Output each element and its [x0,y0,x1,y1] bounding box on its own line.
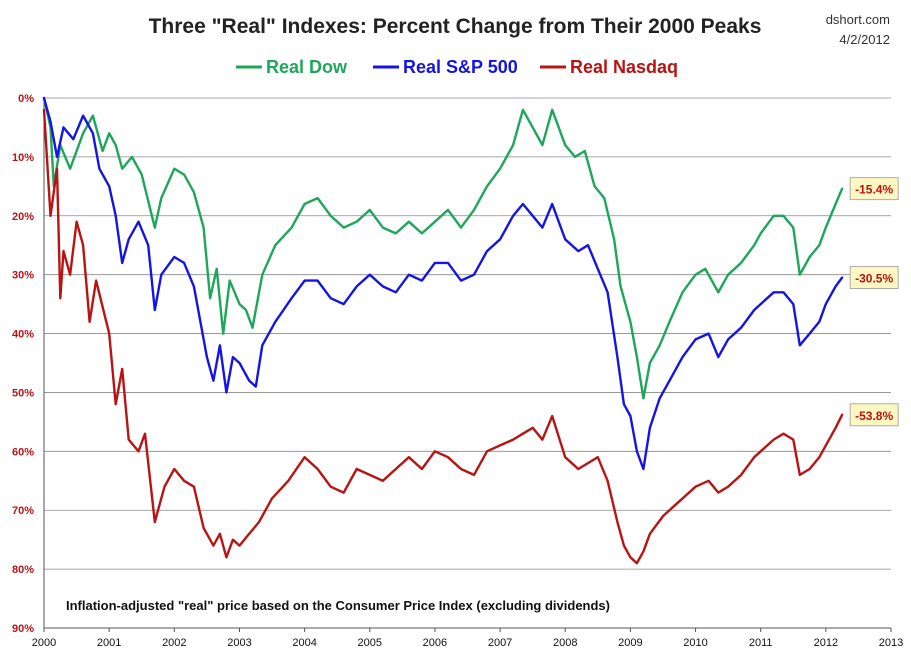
y-tick-label: 30% [12,270,34,282]
series-line-real-s-p-500 [42,96,844,471]
series-group [42,96,844,565]
end-label-text: -30.5% [855,272,893,286]
end-label-text: -15.4% [855,183,893,197]
y-tick-label: 40% [12,329,34,341]
x-tick-label: 2000 [32,637,56,649]
x-tick-label: 2008 [553,637,577,649]
x-tick-label: 2006 [423,637,447,649]
legend-label: Real S&P 500 [403,57,518,77]
x-axis: 2000 2001 2002 2003 2004 2005 2006 2007 2008 2009… [32,628,903,649]
y-tick-label: 50% [12,387,34,399]
series-line-real-dow [42,96,844,400]
end-label-box [849,403,899,427]
x-tick-label: 2010 [683,637,707,649]
x-tick-label: 2003 [227,637,251,649]
y-tick-label: 90% [12,623,34,635]
chart-note: Inflation-adjusted "real" price based on… [66,598,610,613]
y-tick-label: 0% [18,93,34,105]
grid [43,97,891,629]
y-tick-label: 80% [12,564,34,576]
y-tick-label: 70% [12,505,34,517]
date-label: 4/2/2012 [839,32,890,47]
x-tick-label: 2012 [814,637,838,649]
x-tick-label: 2011 [749,637,773,649]
chart-title: Three "Real" Indexes: Percent Change fro… [149,15,762,38]
y-tick-label: 10% [12,152,34,164]
end-labels: -15.4% -30.5% -53.8% [849,177,899,427]
y-tick-label: 60% [12,446,34,458]
legend: Real Dow Real S&P 500 Real Nasdaq [236,57,678,77]
x-tick-label: 2001 [97,637,121,649]
source-label: dshort.com [826,12,890,27]
end-label-box [849,266,899,290]
y-axis: 0% 10% 20% 30% 40% 50% 60% 70% 80% 90% [12,93,34,635]
legend-label: Real Nasdaq [570,57,678,77]
x-tick-label: 2005 [358,637,382,649]
end-label-box [849,177,899,201]
x-tick-label: 2009 [618,637,642,649]
end-label-text: -53.8% [855,409,893,423]
x-tick-label: 2004 [292,637,316,649]
x-tick-label: 2013 [879,637,903,649]
legend-label: Real Dow [266,57,348,77]
x-tick-label: 2007 [488,637,512,649]
x-tick-label: 2002 [162,637,186,649]
series-line-real-nasdaq [42,108,844,565]
y-tick-label: 20% [12,211,34,223]
